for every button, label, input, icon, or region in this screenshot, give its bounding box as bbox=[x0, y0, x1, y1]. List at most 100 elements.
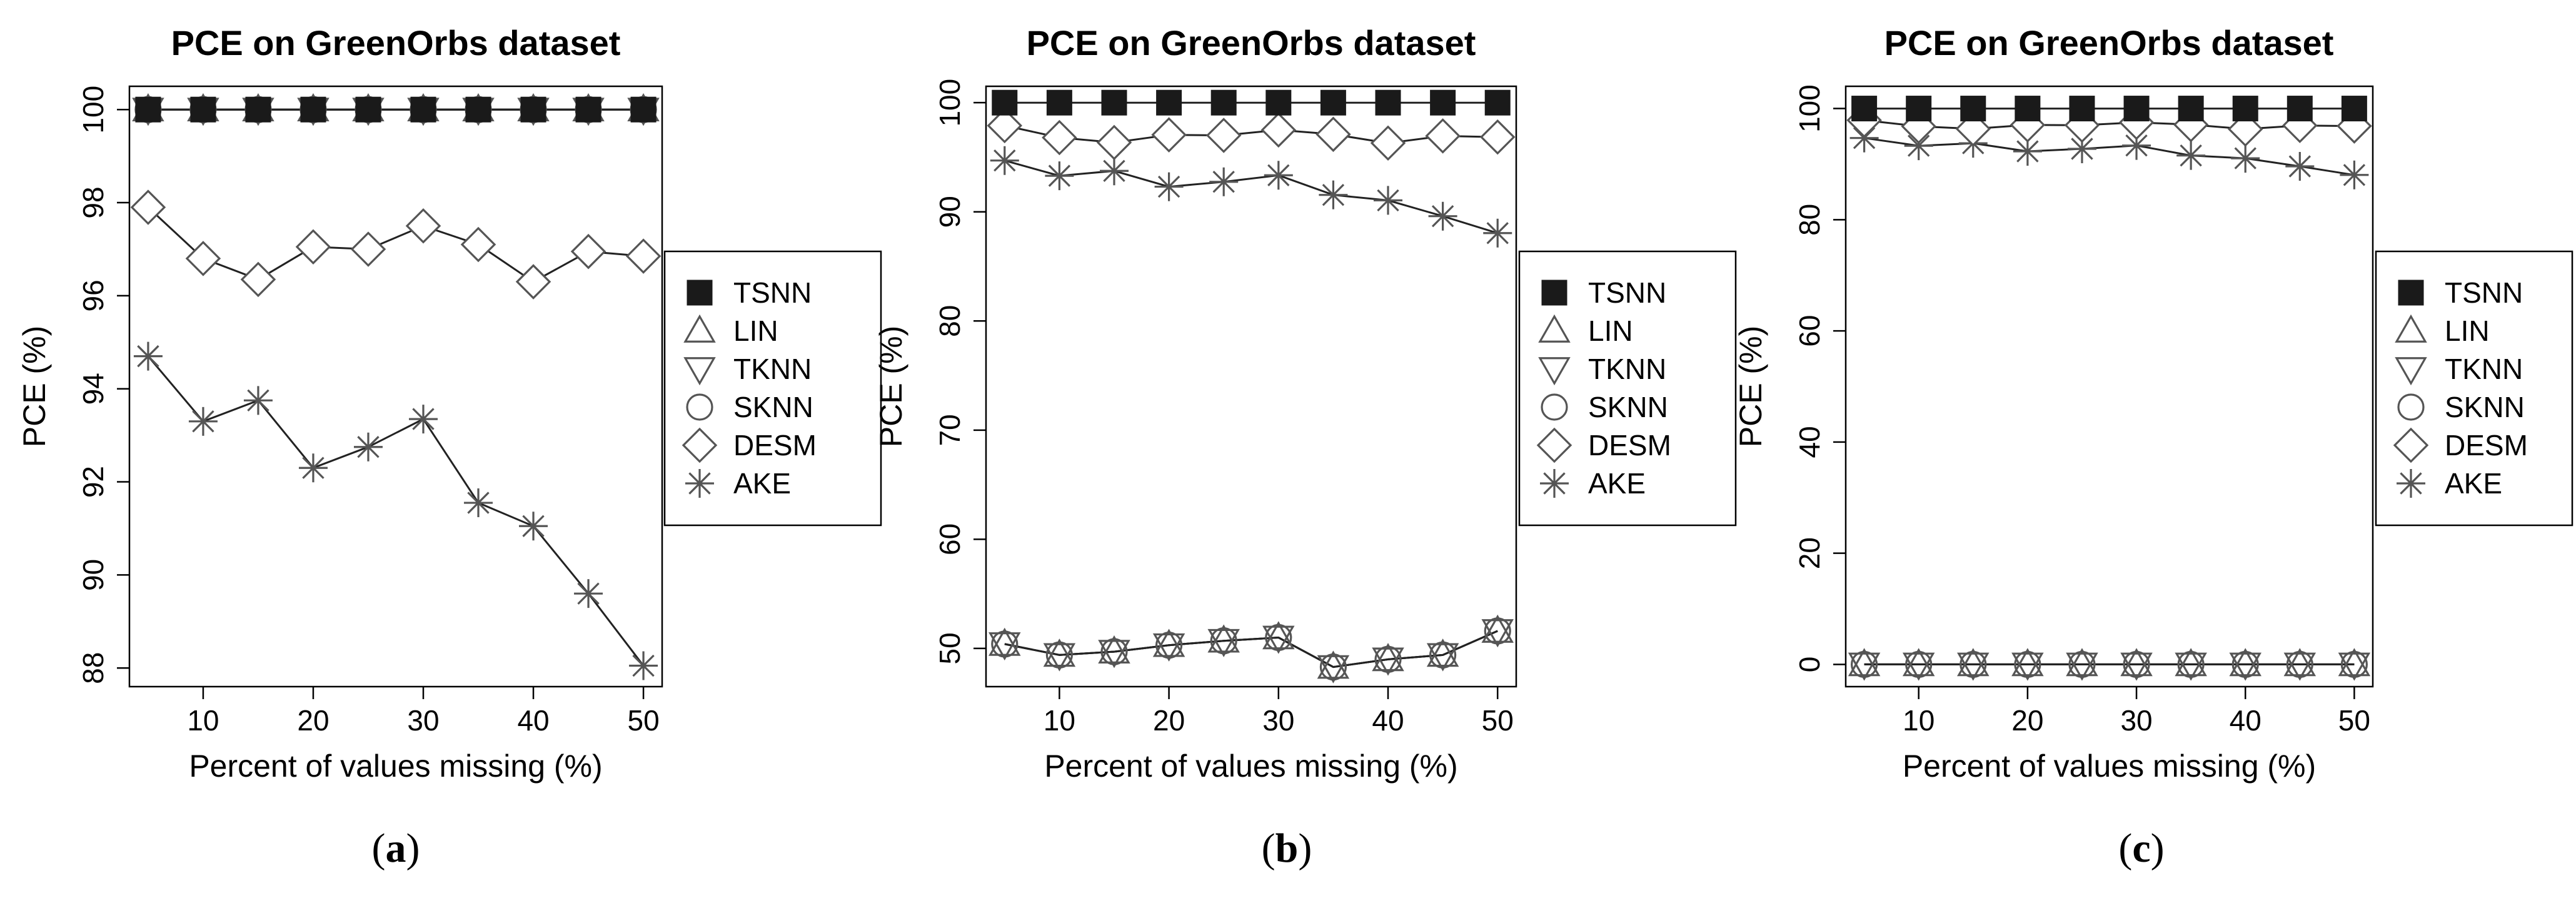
data-point-tsnn bbox=[575, 96, 601, 123]
data-point-desm bbox=[350, 231, 386, 267]
data-point-lin bbox=[1207, 624, 1240, 653]
legend-marker-desm bbox=[2393, 427, 2429, 463]
data-point-tsnn bbox=[300, 96, 326, 123]
y-tick-label: 80 bbox=[1793, 204, 1826, 236]
data-point-tsnn bbox=[2015, 96, 2041, 122]
x-tick-label: 30 bbox=[2120, 704, 2152, 737]
data-point-lin bbox=[2229, 648, 2262, 677]
x-tick-label: 40 bbox=[2230, 704, 2262, 737]
data-point-tsnn bbox=[1265, 89, 1292, 116]
data-point-desm bbox=[460, 226, 496, 263]
data-point-tsnn bbox=[1046, 89, 1072, 116]
data-point-tknn bbox=[2338, 652, 2371, 681]
legend-label: TSNN bbox=[2445, 276, 2523, 309]
data-point-lin bbox=[2011, 648, 2044, 677]
data-point-ake bbox=[1428, 201, 1457, 231]
data-point-lin bbox=[2338, 648, 2371, 677]
data-point-tknn bbox=[1426, 643, 1459, 672]
data-point-lin bbox=[2120, 648, 2153, 677]
series-ake bbox=[1004, 159, 1498, 235]
y-tick-label: 100 bbox=[77, 86, 109, 134]
data-point-ake bbox=[298, 453, 328, 483]
data-point-ake bbox=[574, 579, 603, 608]
legend-label: DESM bbox=[733, 429, 817, 462]
legend-marker-tsnn bbox=[1541, 280, 1567, 306]
data-point-tsnn bbox=[520, 96, 546, 123]
series-tknn bbox=[1004, 630, 1498, 668]
y-axis: 50 60 70 80 90 100 PCE (%) bbox=[873, 79, 986, 664]
panel-label-open: ( bbox=[2118, 825, 2132, 871]
x-tick-label: 50 bbox=[627, 704, 659, 737]
legend-item-ake: AKE bbox=[2397, 467, 2502, 500]
data-point-tsnn bbox=[2287, 96, 2313, 122]
legend-item-tknn: TKNN bbox=[2395, 353, 2523, 386]
data-point-tknn bbox=[2175, 652, 2207, 681]
data-point-lin bbox=[989, 627, 1021, 656]
data-point-tsnn bbox=[1960, 96, 1986, 122]
legend-marker-ake bbox=[1540, 469, 1569, 498]
data-point-tsnn bbox=[245, 96, 271, 123]
data-point-tsnn bbox=[465, 96, 491, 123]
x-tick-label: 50 bbox=[1482, 704, 1514, 737]
legend-marker-sknn bbox=[2397, 393, 2425, 421]
legend: TSNN LIN TKNN SKNN DESM AKE bbox=[663, 250, 882, 527]
data-point-desm bbox=[987, 108, 1023, 144]
data-point-tknn bbox=[989, 632, 1021, 661]
panel-label: (b) bbox=[1262, 825, 1312, 871]
data-point-tsnn bbox=[1156, 89, 1182, 116]
legend-item-lin: LIN bbox=[683, 314, 778, 347]
x-axis-label: Percent of values missing (%) bbox=[189, 749, 602, 784]
plot-frame bbox=[128, 85, 663, 688]
series-ake bbox=[1864, 137, 2355, 176]
data-point-ake bbox=[519, 512, 548, 541]
legend-label: SKNN bbox=[733, 391, 813, 423]
legend-marker-ake bbox=[685, 469, 714, 498]
data-point-desm bbox=[1151, 117, 1187, 153]
panel-label-letter: b bbox=[1275, 825, 1299, 871]
x-axis: 10 20 30 40 50 Percent of values missing (%) bbox=[187, 687, 660, 784]
data-point-desm bbox=[1370, 125, 1406, 161]
data-point-tsnn bbox=[1210, 89, 1237, 116]
data-point-lin bbox=[1098, 635, 1130, 663]
data-point-lin bbox=[1372, 643, 1404, 672]
y-tick-label: 20 bbox=[1793, 537, 1826, 569]
x-axis: 10 20 30 40 50 Percent of values missing (%) bbox=[1903, 687, 2370, 784]
panel-label: (a) bbox=[372, 825, 420, 871]
data-point-tsnn bbox=[1375, 89, 1401, 116]
y-tick-label: 88 bbox=[77, 652, 109, 684]
x-axis: 10 20 30 40 50 Percent of values missing (%) bbox=[1044, 687, 1514, 784]
data-point-tsnn bbox=[1851, 96, 1878, 122]
legend-label: TKNN bbox=[2445, 353, 2523, 385]
series-line-lin bbox=[1004, 630, 1498, 668]
data-point-ake bbox=[2231, 144, 2260, 173]
legend-label: LIN bbox=[2445, 315, 2490, 347]
data-point-tsnn bbox=[1484, 89, 1511, 116]
legend-item-ake: AKE bbox=[1540, 467, 1646, 500]
x-tick-label: 10 bbox=[1044, 704, 1075, 737]
panel-label-close: ) bbox=[1298, 825, 1312, 871]
series-markers-tknn bbox=[1848, 652, 2371, 681]
data-point-ake bbox=[1045, 161, 1074, 191]
x-tick-label: 10 bbox=[1903, 704, 1935, 737]
plot-frame bbox=[985, 85, 1517, 688]
legend-marker-sknn bbox=[1541, 393, 1568, 421]
y-axis-label: PCE (%) bbox=[873, 326, 908, 447]
legend-marker-tsnn bbox=[2398, 280, 2424, 306]
y-tick-label: 40 bbox=[1793, 426, 1826, 458]
data-point-lin bbox=[1317, 650, 1350, 679]
legend-item-lin: LIN bbox=[2395, 314, 2490, 347]
data-point-ake bbox=[353, 432, 383, 462]
data-point-desm bbox=[1096, 124, 1132, 161]
data-point-ake bbox=[629, 651, 658, 680]
y-tick-label: 0 bbox=[1793, 657, 1826, 673]
x-tick-label: 50 bbox=[2338, 704, 2370, 737]
data-point-lin bbox=[1957, 648, 1990, 677]
data-point-ake bbox=[2176, 141, 2206, 170]
legend-item-tsnn: TSNN bbox=[687, 276, 812, 309]
series-line-desm bbox=[1864, 119, 2355, 130]
chart-title: PCE on GreenOrbs dataset bbox=[171, 23, 621, 63]
series-markers-tknn bbox=[989, 619, 1514, 684]
data-point-tsnn bbox=[2069, 96, 2095, 122]
legend-label: AKE bbox=[1588, 467, 1646, 500]
x-tick-label: 20 bbox=[1153, 704, 1185, 737]
